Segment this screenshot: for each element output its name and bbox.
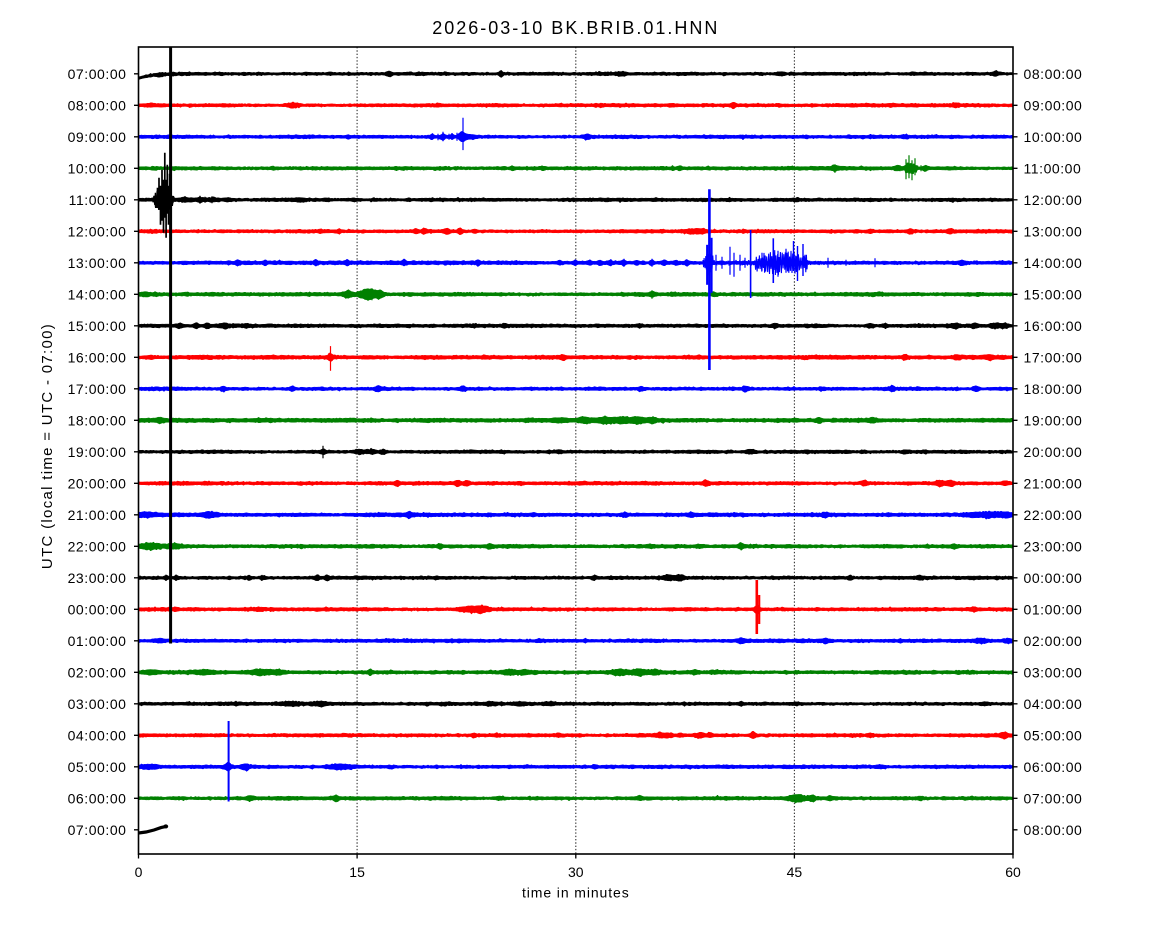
svg-text:11:00:00: 11:00:00: [69, 192, 127, 208]
svg-text:20:00:00: 20:00:00: [1024, 444, 1083, 460]
svg-text:05:00:00: 05:00:00: [68, 759, 127, 775]
svg-text:23:00:00: 23:00:00: [68, 570, 127, 586]
svg-text:21:00:00: 21:00:00: [1024, 475, 1083, 491]
svg-text:05:00:00: 05:00:00: [1024, 727, 1083, 743]
svg-text:17:00:00: 17:00:00: [68, 381, 127, 397]
svg-text:09:00:00: 09:00:00: [1024, 97, 1083, 113]
svg-text:04:00:00: 04:00:00: [1024, 696, 1083, 712]
svg-text:15:00:00: 15:00:00: [68, 318, 127, 334]
svg-text:06:00:00: 06:00:00: [68, 790, 127, 806]
svg-text:10:00:00: 10:00:00: [68, 160, 127, 176]
svg-text:UTC (local time = UTC - 07:00): UTC (local time = UTC - 07:00): [39, 323, 56, 569]
svg-text:08:00:00: 08:00:00: [68, 97, 127, 113]
svg-text:18:00:00: 18:00:00: [1024, 381, 1083, 397]
svg-text:19:00:00: 19:00:00: [1024, 412, 1083, 428]
svg-text:09:00:00: 09:00:00: [68, 129, 127, 145]
svg-text:01:00:00: 01:00:00: [68, 633, 127, 649]
svg-text:16:00:00: 16:00:00: [1024, 318, 1083, 334]
svg-text:08:00:00: 08:00:00: [1024, 822, 1083, 838]
svg-text:15: 15: [349, 864, 365, 880]
svg-text:13:00:00: 13:00:00: [68, 255, 127, 271]
svg-text:16:00:00: 16:00:00: [68, 349, 127, 365]
svg-text:12:00:00: 12:00:00: [1024, 192, 1083, 208]
svg-text:30: 30: [568, 864, 584, 880]
svg-text:0: 0: [135, 864, 143, 880]
svg-text:14:00:00: 14:00:00: [68, 286, 127, 302]
svg-text:22:00:00: 22:00:00: [1024, 507, 1083, 523]
svg-text:07:00:00: 07:00:00: [1024, 790, 1083, 806]
svg-text:03:00:00: 03:00:00: [68, 696, 127, 712]
svg-text:07:00:00: 07:00:00: [68, 822, 127, 838]
svg-text:14:00:00: 14:00:00: [1024, 255, 1083, 271]
svg-text:20:00:00: 20:00:00: [68, 475, 127, 491]
svg-text:03:00:00: 03:00:00: [1024, 664, 1083, 680]
svg-text:18:00:00: 18:00:00: [68, 412, 127, 428]
svg-text:10:00:00: 10:00:00: [1024, 129, 1083, 145]
svg-text:07:00:00: 07:00:00: [68, 66, 127, 82]
svg-text:15:00:00: 15:00:00: [1024, 286, 1083, 302]
svg-text:21:00:00: 21:00:00: [68, 507, 127, 523]
svg-text:08:00:00: 08:00:00: [1024, 66, 1083, 82]
svg-text:00:00:00: 00:00:00: [68, 601, 127, 617]
svg-text:00:00:00: 00:00:00: [1024, 570, 1083, 586]
svg-text:22:00:00: 22:00:00: [68, 538, 127, 554]
svg-text:time in minutes: time in minutes: [522, 885, 630, 901]
svg-text:45: 45: [787, 864, 803, 880]
svg-text:06:00:00: 06:00:00: [1024, 759, 1083, 775]
svg-text:23:00:00: 23:00:00: [1024, 538, 1083, 554]
svg-text:01:00:00: 01:00:00: [1024, 601, 1083, 617]
svg-text:11:00:00: 11:00:00: [1024, 160, 1082, 176]
svg-text:04:00:00: 04:00:00: [68, 727, 127, 743]
svg-text:02:00:00: 02:00:00: [68, 664, 127, 680]
svg-text:02:00:00: 02:00:00: [1024, 633, 1083, 649]
svg-text:12:00:00: 12:00:00: [68, 223, 127, 239]
svg-text:13:00:00: 13:00:00: [1024, 223, 1083, 239]
svg-text:2026-03-10 BK.BRIB.01.HNN: 2026-03-10 BK.BRIB.01.HNN: [432, 18, 719, 38]
svg-text:60: 60: [1005, 864, 1021, 880]
svg-text:19:00:00: 19:00:00: [68, 444, 127, 460]
svg-text:17:00:00: 17:00:00: [1024, 349, 1083, 365]
